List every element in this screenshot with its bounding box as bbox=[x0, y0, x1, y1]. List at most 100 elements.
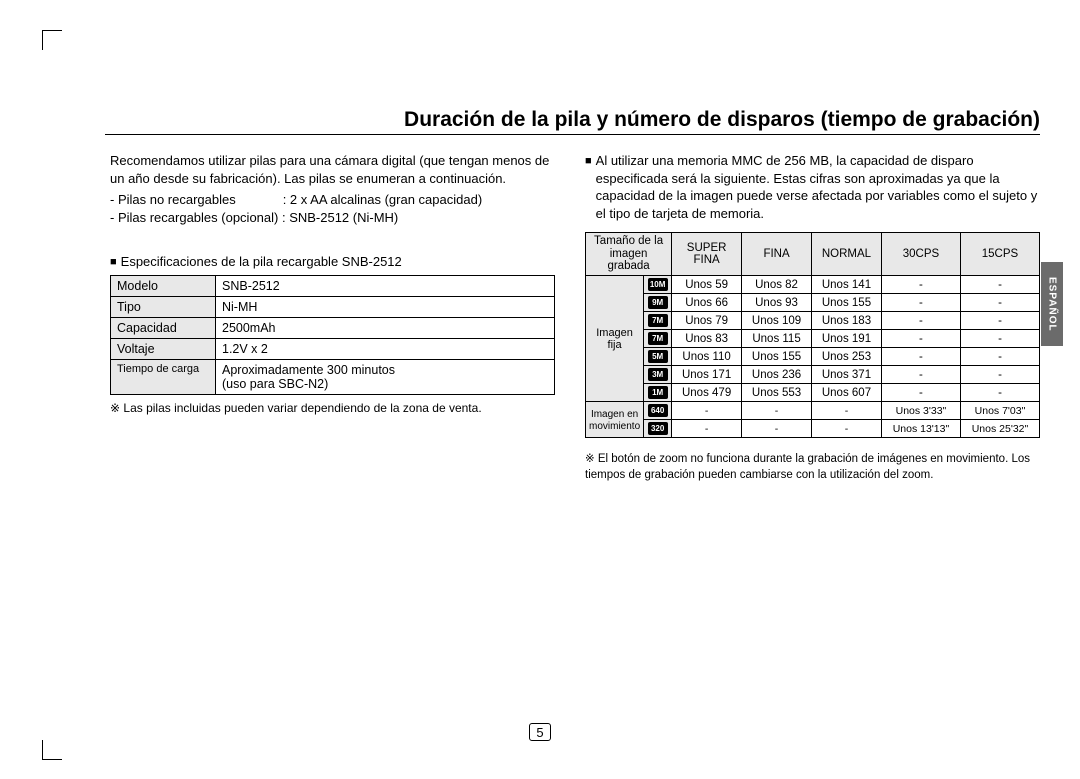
capacity-cell: - bbox=[960, 366, 1039, 384]
capacity-intro-block: ■ Al utilizar una memoria MMC de 256 MB,… bbox=[585, 152, 1040, 222]
capacity-cell: - bbox=[672, 420, 742, 438]
capacity-cell: Unos 371 bbox=[812, 366, 882, 384]
spec-row-label: Tipo bbox=[111, 297, 216, 318]
page-number-wrap: 5 bbox=[0, 723, 1080, 741]
size-icon-cell: 1M bbox=[644, 384, 672, 402]
capacity-cell: Unos 3'33" bbox=[881, 402, 960, 420]
capacity-table: Tamaño de la imagen grabada SUPERFINA FI… bbox=[585, 232, 1040, 438]
spec-row-value: 1.2V x 2 bbox=[216, 339, 555, 360]
battery-rechargeable-line: - Pilas recargables (opcional) : SNB-251… bbox=[110, 209, 555, 227]
capacity-cell: - bbox=[812, 420, 882, 438]
capacity-cell: - bbox=[881, 276, 960, 294]
cap-col-1: FINA bbox=[763, 248, 789, 260]
resolution-icon: 640 bbox=[648, 404, 668, 417]
capacity-cell: Unos 253 bbox=[812, 348, 882, 366]
resolution-icon: 7M bbox=[648, 332, 668, 345]
spec-row-label: Voltaje bbox=[111, 339, 216, 360]
capacity-cell: Unos 79 bbox=[672, 312, 742, 330]
capacity-cell: Unos 93 bbox=[742, 294, 812, 312]
capacity-footnote: ※ El botón de zoom no funciona durante l… bbox=[585, 452, 1040, 483]
cap-header-left-top: Tamaño de la bbox=[594, 235, 663, 247]
capacity-cell: - bbox=[960, 312, 1039, 330]
resolution-icon: 3M bbox=[648, 368, 668, 381]
spec-row-label: Modelo bbox=[111, 276, 216, 297]
left-column: Recomendamos utilizar pilas para una cám… bbox=[110, 152, 555, 483]
resolution-icon: 10M bbox=[648, 278, 668, 291]
size-icon-cell: 5M bbox=[644, 348, 672, 366]
size-icon-cell: 320 bbox=[644, 420, 672, 438]
capacity-cell: Unos 109 bbox=[742, 312, 812, 330]
battery-nonrechargeable-line: - Pilas no recargables : 2 x AA alcalina… bbox=[110, 191, 555, 209]
spec-note: ※ Las pilas incluidas pueden variar depe… bbox=[110, 401, 555, 415]
capacity-cell: - bbox=[742, 402, 812, 420]
capacity-cell: Unos 191 bbox=[812, 330, 882, 348]
right-column: ■ Al utilizar una memoria MMC de 256 MB,… bbox=[585, 152, 1040, 483]
capacity-cell: - bbox=[881, 294, 960, 312]
capacity-cell: Unos 553 bbox=[742, 384, 812, 402]
capacity-cell: - bbox=[742, 420, 812, 438]
resolution-icon: 7M bbox=[648, 314, 668, 327]
size-icon-cell: 10M bbox=[644, 276, 672, 294]
capacity-cell: Unos 66 bbox=[672, 294, 742, 312]
resolution-icon: 9M bbox=[648, 296, 668, 309]
cap-col-3: 30CPS bbox=[903, 248, 939, 260]
resolution-icon: 1M bbox=[648, 386, 668, 399]
capacity-cell: - bbox=[812, 402, 882, 420]
capacity-cell: Unos 171 bbox=[672, 366, 742, 384]
crop-mark-top-left bbox=[42, 30, 62, 50]
capacity-cell: Unos 115 bbox=[742, 330, 812, 348]
resolution-icon: 5M bbox=[648, 350, 668, 363]
square-bullet-icon: ■ bbox=[585, 154, 592, 222]
spec-row-value: 2500mAh bbox=[216, 318, 555, 339]
capacity-cell: - bbox=[960, 294, 1039, 312]
capacity-cell: Unos 25'32" bbox=[960, 420, 1039, 438]
size-icon-cell: 7M bbox=[644, 330, 672, 348]
capacity-cell: - bbox=[881, 348, 960, 366]
capacity-cell: Unos 183 bbox=[812, 312, 882, 330]
capacity-cell: - bbox=[960, 384, 1039, 402]
capacity-cell: Unos 82 bbox=[742, 276, 812, 294]
intro-text: Recomendamos utilizar pilas para una cám… bbox=[110, 152, 555, 187]
size-icon-cell: 640 bbox=[644, 402, 672, 420]
size-icon-cell: 3M bbox=[644, 366, 672, 384]
cap-col-0: SUPERFINA bbox=[687, 242, 727, 267]
capacity-cell: - bbox=[960, 330, 1039, 348]
row-group-still: Imagenfija bbox=[586, 276, 644, 402]
spec-row-value: Ni-MH bbox=[216, 297, 555, 318]
spec-heading: ■Especificaciones de la pila recargable … bbox=[110, 254, 555, 269]
capacity-cell: Unos 59 bbox=[672, 276, 742, 294]
capacity-cell: - bbox=[881, 366, 960, 384]
cap-header-left-bottom: imagen grabada bbox=[607, 248, 649, 273]
spec-row-value: Aproximadamente 300 minutos (uso para SB… bbox=[216, 360, 555, 395]
capacity-cell: Unos 155 bbox=[812, 294, 882, 312]
spec-row-label: Tiempo de carga bbox=[111, 360, 216, 395]
spec-table: ModeloSNB-2512TipoNi-MHCapacidad2500mAhV… bbox=[110, 275, 555, 395]
capacity-cell: Unos 13'13" bbox=[881, 420, 960, 438]
capacity-cell: Unos 110 bbox=[672, 348, 742, 366]
capacity-cell: - bbox=[960, 276, 1039, 294]
capacity-cell: - bbox=[881, 312, 960, 330]
cap-col-2: NORMAL bbox=[822, 248, 871, 260]
resolution-icon: 320 bbox=[648, 422, 668, 435]
capacity-cell: Unos 479 bbox=[672, 384, 742, 402]
capacity-cell: - bbox=[672, 402, 742, 420]
spec-row-label: Capacidad bbox=[111, 318, 216, 339]
row-group-movie: Imagen enmovimiento bbox=[586, 402, 644, 438]
capacity-cell: Unos 607 bbox=[812, 384, 882, 402]
capacity-intro-text: Al utilizar una memoria MMC de 256 MB, l… bbox=[596, 152, 1040, 222]
language-tab: ESPAÑOL bbox=[1041, 262, 1063, 346]
size-icon-cell: 9M bbox=[644, 294, 672, 312]
line1-value: : 2 x AA alcalinas (gran capacidad) bbox=[283, 192, 482, 207]
line1-label: - Pilas no recargables bbox=[110, 192, 236, 207]
page-number: 5 bbox=[529, 723, 551, 741]
capacity-cell: Unos 141 bbox=[812, 276, 882, 294]
capacity-cell: Unos 155 bbox=[742, 348, 812, 366]
crop-mark-bottom-left bbox=[42, 740, 62, 760]
capacity-cell: - bbox=[881, 330, 960, 348]
cap-col-4: 15CPS bbox=[982, 248, 1018, 260]
page-title: Duración de la pila y número de disparos… bbox=[105, 108, 1040, 134]
capacity-cell: Unos 236 bbox=[742, 366, 812, 384]
capacity-cell: - bbox=[881, 384, 960, 402]
square-bullet-icon: ■ bbox=[110, 256, 117, 268]
capacity-cell: Unos 7'03" bbox=[960, 402, 1039, 420]
